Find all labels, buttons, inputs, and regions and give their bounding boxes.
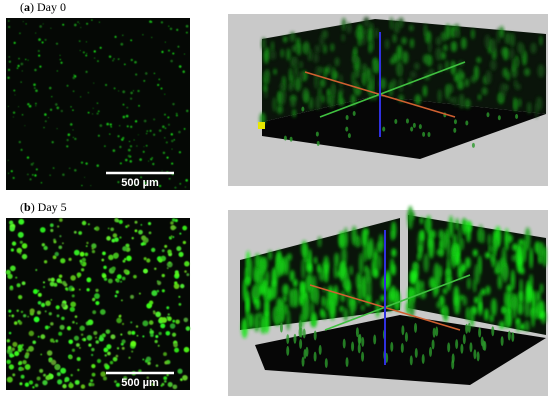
- caption-part: (: [20, 0, 24, 14]
- origin-marker: [258, 122, 265, 129]
- floor: [255, 315, 546, 385]
- render-3d: [228, 14, 548, 186]
- scale-bar-label: 500 µm: [121, 177, 159, 189]
- microscopy-image: 500 µm: [5, 217, 191, 390]
- render-3d: [228, 205, 548, 396]
- panel-caption: (a) Day 0: [20, 0, 66, 14]
- image-background: [6, 18, 190, 190]
- microscopy-image: 500 µm: [6, 18, 190, 190]
- scale-bar-label: 500 µm: [121, 377, 159, 389]
- caption-part: ) Day 0: [30, 0, 66, 14]
- axis-green: [324, 274, 471, 331]
- panel-caption: (b) Day 5: [20, 200, 67, 214]
- axis-green: [319, 61, 466, 118]
- caption-part: b: [24, 200, 31, 214]
- caption-part: a: [24, 0, 30, 14]
- caption-part: ) Day 5: [31, 200, 67, 214]
- caption-part: (: [20, 200, 24, 214]
